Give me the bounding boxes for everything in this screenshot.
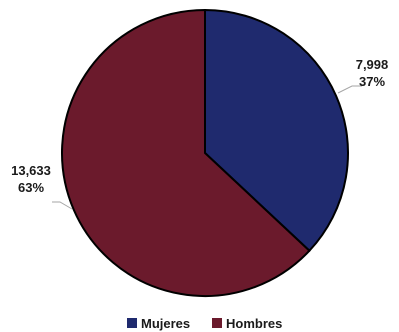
leader-line-hombres — [52, 201, 73, 210]
value-label-hombres: 13,633 — [11, 163, 51, 178]
pie-slice-hombres — [61, 8, 311, 297]
leader-lines — [52, 85, 362, 210]
legend-swatch-hombres — [212, 318, 222, 328]
leader-line-mujeres — [337, 85, 362, 94]
pie-slice-mujeres — [204, 8, 349, 253]
data-labels: 7,998 37% 13,633 63% — [11, 57, 388, 195]
legend-label-hombres: Hombres — [226, 316, 282, 331]
legend-label-mujeres: Mujeres — [141, 316, 190, 331]
value-label-mujeres: 7,998 — [356, 57, 389, 72]
pie-slices — [61, 8, 349, 297]
legend: Mujeres Hombres — [127, 316, 282, 331]
percent-label-mujeres: 37% — [359, 74, 385, 89]
percent-label-hombres: 63% — [18, 180, 44, 195]
legend-swatch-mujeres — [127, 318, 137, 328]
